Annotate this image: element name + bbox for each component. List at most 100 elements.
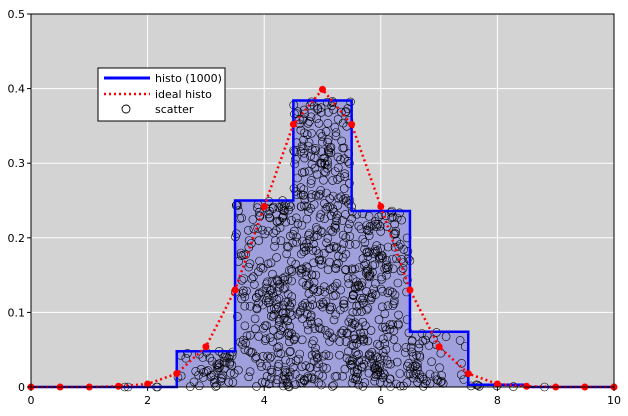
scatter-point (361, 321, 370, 331)
ideal-marker (493, 380, 501, 388)
scatter-point (346, 314, 356, 324)
scatter-point (378, 322, 388, 332)
scatter-point (374, 212, 384, 222)
scatter-point (277, 213, 287, 223)
scatter-point (383, 301, 393, 311)
scatter-point (329, 315, 339, 325)
scatter-point (265, 206, 275, 216)
scatter-point (262, 279, 271, 289)
scatter-point (325, 337, 334, 346)
scatter-point (316, 103, 326, 112)
scatter-point (255, 212, 265, 221)
scatter-point (366, 326, 376, 335)
scatter-point (425, 369, 435, 379)
scatter-point (380, 339, 390, 348)
scatter-point (342, 353, 352, 363)
scatter-point (323, 138, 332, 147)
scatter-point (355, 282, 364, 292)
scatter-point (364, 351, 374, 360)
scatter-point (305, 363, 314, 372)
scatter-point (276, 326, 286, 335)
scatter-point (272, 295, 282, 305)
scatter-point (371, 290, 380, 300)
scatter-point (318, 302, 328, 312)
scatter-point (345, 159, 354, 168)
scatter-point (348, 359, 357, 369)
scatter-point (240, 292, 250, 302)
scatter-point (372, 241, 382, 250)
scatter-point (285, 308, 295, 317)
scatter-point (320, 199, 329, 208)
scatter-point (286, 202, 296, 211)
scatter-point (252, 382, 261, 391)
scatter-point (378, 348, 388, 357)
scatter-point (344, 317, 354, 327)
scatter-point (377, 302, 387, 312)
scatter-point (261, 377, 270, 387)
scatter-point (322, 238, 331, 248)
scatter-point (321, 350, 331, 359)
scatter-point (356, 328, 365, 338)
scatter-point (392, 343, 402, 352)
scatter-point (307, 190, 317, 199)
scatter-point (364, 247, 374, 257)
scatter-point (354, 263, 364, 272)
x-tick-label-4: 8 (494, 394, 501, 407)
scatter-point (240, 301, 250, 311)
scatter-point (296, 202, 306, 211)
scatter-point (262, 321, 271, 330)
scatter-point (319, 175, 328, 185)
scatter-point (237, 294, 246, 304)
scatter-point (412, 359, 422, 369)
scatter-point (365, 292, 374, 302)
scatter-point (266, 311, 276, 321)
scatter-point (412, 350, 421, 360)
scatter-point (296, 147, 306, 156)
scatter-point (342, 328, 352, 338)
ideal-marker (464, 370, 472, 378)
scatter-point (371, 219, 380, 229)
scatter-point (257, 377, 267, 387)
scatter-point (215, 359, 224, 368)
scatter-point (313, 287, 323, 297)
scatter-point (340, 364, 350, 374)
scatter-point (339, 239, 349, 248)
x-tick-label-0: 0 (28, 394, 35, 407)
scatter-point (363, 271, 373, 281)
scatter-point (225, 357, 235, 367)
scatter-point (360, 244, 370, 254)
scatter-point (291, 213, 301, 223)
scatter-point (391, 229, 400, 239)
scatter-point (380, 309, 390, 319)
scatter-point (254, 298, 263, 308)
scatter-point (285, 302, 295, 312)
scatter-point (219, 353, 229, 362)
scatter-point (292, 237, 302, 247)
scatter-point (323, 234, 333, 243)
scatter-point (349, 334, 359, 344)
scatter-point (313, 104, 323, 113)
scatter-point (435, 363, 444, 373)
scatter-point (299, 114, 308, 124)
scatter-point (345, 196, 355, 205)
scatter-point (245, 330, 255, 340)
scatter-point (315, 300, 325, 309)
scatter-point (236, 248, 246, 258)
scatter-point (307, 319, 316, 329)
scatter-point (239, 286, 248, 296)
scatter-point (370, 351, 380, 361)
scatter-point (342, 329, 352, 338)
scatter-point (263, 277, 272, 287)
scatter-point (338, 253, 348, 263)
scatter-point (313, 353, 322, 362)
scatter-point (387, 287, 397, 297)
scatter-point (278, 213, 288, 222)
x-tick-label-2: 4 (261, 394, 268, 407)
scatter-point (295, 374, 305, 384)
scatter-point (268, 204, 278, 213)
scatter-point (298, 264, 307, 274)
scatter-point (284, 337, 294, 347)
scatter-point (278, 274, 288, 283)
scatter-point (310, 348, 320, 357)
scatter-point (300, 195, 310, 204)
